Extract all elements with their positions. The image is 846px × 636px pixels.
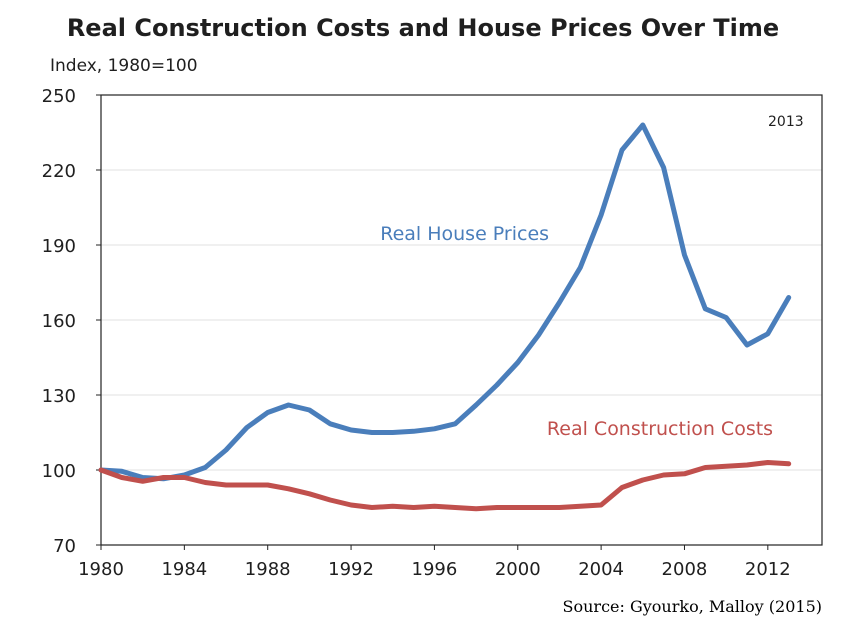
- x-tick-label: 2004: [578, 559, 624, 580]
- chart-title: Real Construction Costs and House Prices…: [66, 14, 780, 42]
- x-tick-label: 1984: [161, 559, 207, 580]
- x-tick-label: 1992: [328, 559, 374, 580]
- y-tick-label: 190: [42, 236, 76, 257]
- y-tick-label: 160: [42, 311, 76, 332]
- y-axis-label: Index, 1980=100: [50, 56, 198, 76]
- series-line-real-house-prices: [98, 122, 792, 482]
- x-tick-label: 1980: [78, 559, 124, 580]
- x-tick-label: 2000: [495, 559, 541, 580]
- source-note: Source: Gyourko, Malloy (2015): [562, 597, 822, 616]
- y-tick-label: 130: [42, 386, 76, 407]
- x-tick-label: 1988: [245, 559, 291, 580]
- y-tick-label: 70: [53, 536, 76, 557]
- x-tick-label: 1996: [412, 559, 458, 580]
- series-line-real-construction-costs: [98, 460, 792, 512]
- y-tick-label: 250: [42, 86, 76, 107]
- annotation-label: 2013: [768, 114, 804, 130]
- x-tick-label: 2012: [745, 559, 791, 580]
- series-label-real-house-prices: Real House Prices: [380, 223, 549, 245]
- y-tick-label: 100: [42, 461, 76, 482]
- x-tick-label: 2008: [662, 559, 708, 580]
- series-label-real-construction-costs: Real Construction Costs: [547, 418, 773, 440]
- y-tick-label: 220: [42, 161, 76, 182]
